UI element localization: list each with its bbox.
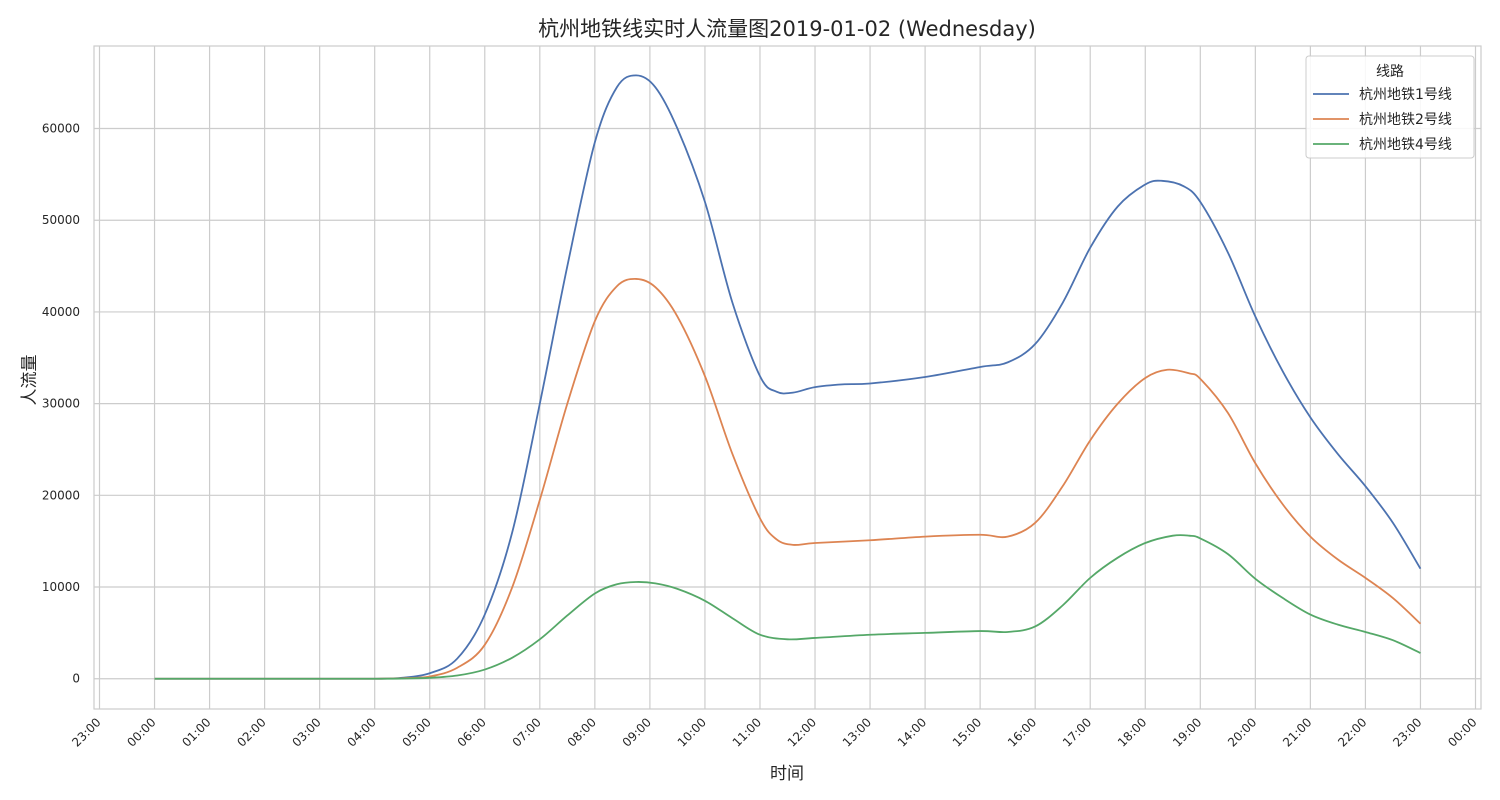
chart-title: 杭州地铁线实时人流量图2019-01-02 (Wednesday): [538, 17, 1036, 41]
series-line: [154, 534, 1421, 680]
y-tick-label: 50000: [42, 213, 80, 227]
legend-label: 杭州地铁1号线: [1359, 87, 1452, 103]
legend-title: 线路: [1376, 64, 1404, 80]
y-axis-ticks: 0 10000 20000 30000 40000 50000 60000: [42, 122, 80, 686]
legend-label: 杭州地铁4号线: [1359, 137, 1452, 153]
legend-label: 杭州地铁2号线: [1359, 112, 1452, 128]
series-line: [154, 278, 1422, 680]
y-axis-label: 人流量: [20, 355, 40, 406]
y-tick-label: 40000: [42, 305, 80, 319]
legend-box: [1305, 55, 1475, 159]
y-tick-label: 60000: [42, 122, 80, 136]
series-lines: [154, 74, 1422, 680]
x-axis-label: 时间: [770, 764, 804, 784]
y-tick-label: 0: [72, 672, 80, 686]
plot-frame: [93, 45, 1482, 710]
y-tick-label: 20000: [42, 488, 80, 502]
grid-lines: [94, 46, 1481, 709]
y-tick-label: 30000: [42, 397, 80, 411]
series-line: [154, 74, 1422, 680]
y-tick-label: 10000: [42, 580, 80, 594]
